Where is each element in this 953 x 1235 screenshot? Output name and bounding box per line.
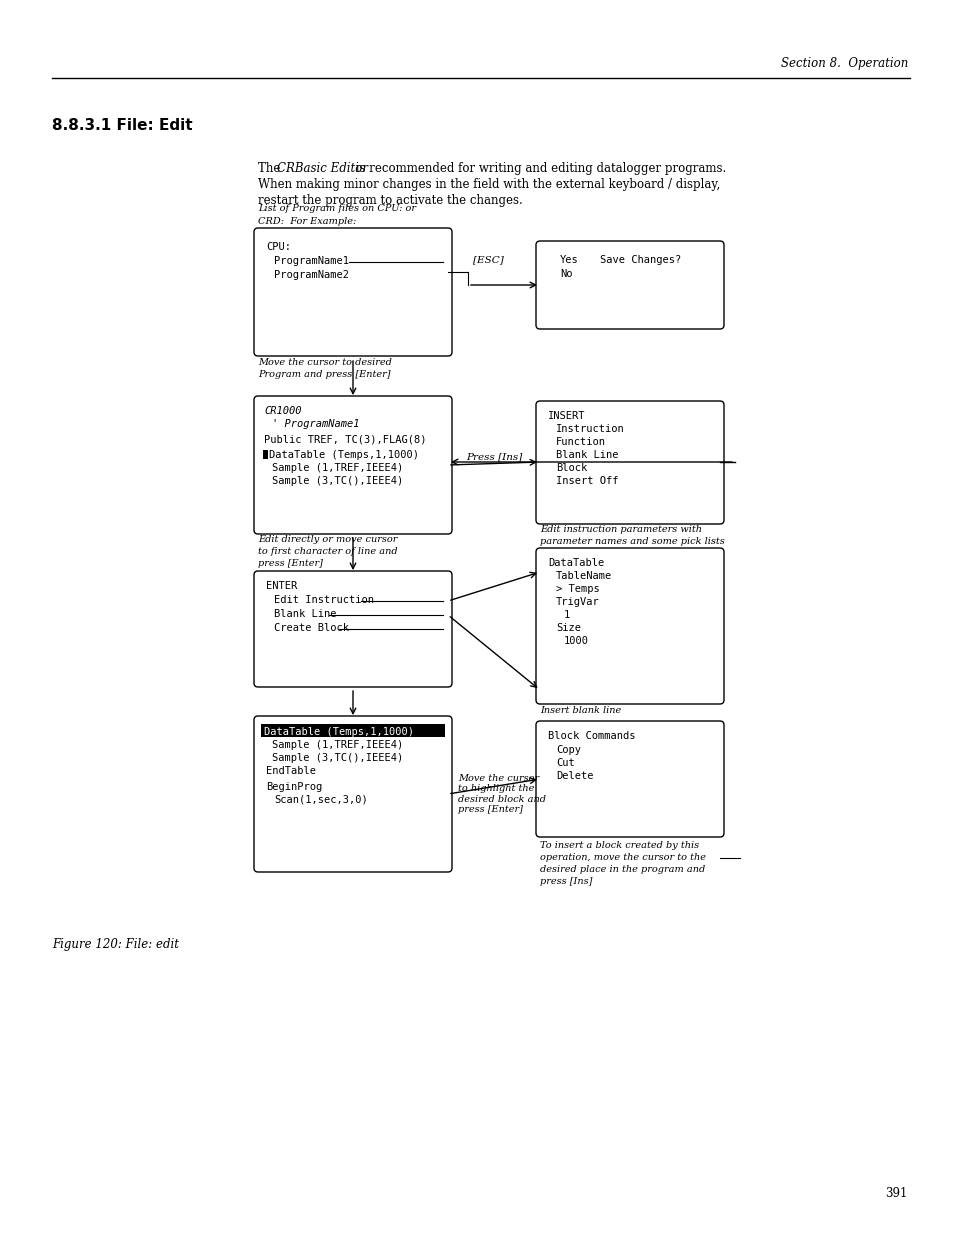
FancyBboxPatch shape (536, 241, 723, 329)
Text: Insert Off: Insert Off (556, 475, 618, 487)
Text: is recommended for writing and editing datalogger programs.: is recommended for writing and editing d… (352, 162, 725, 175)
FancyBboxPatch shape (253, 571, 452, 687)
Text: Copy: Copy (556, 745, 580, 755)
Text: BeginProg: BeginProg (266, 782, 322, 792)
Text: CPU:: CPU: (266, 242, 291, 252)
Text: Save Changes?: Save Changes? (599, 254, 680, 266)
Text: Block: Block (556, 463, 587, 473)
Text: Move the cursor
to highlight the
desired block and
press [Enter]: Move the cursor to highlight the desired… (457, 774, 545, 814)
Text: DataTable (Temps,1,1000): DataTable (Temps,1,1000) (269, 450, 418, 459)
Text: Sample (1,TREF,IEEE4): Sample (1,TREF,IEEE4) (272, 740, 403, 750)
Text: CRD:  For Example:: CRD: For Example: (257, 217, 355, 226)
Text: parameter names and some pick lists: parameter names and some pick lists (539, 537, 724, 546)
Text: 391: 391 (884, 1187, 907, 1200)
Text: press [Ins]: press [Ins] (539, 877, 592, 885)
Text: Section 8.  Operation: Section 8. Operation (780, 57, 907, 70)
Text: 8.8.3.1 File: Edit: 8.8.3.1 File: Edit (52, 119, 193, 133)
Text: When making minor changes in the field with the external keyboard / display,: When making minor changes in the field w… (257, 178, 720, 191)
Text: restart the program to activate the changes.: restart the program to activate the chan… (257, 194, 522, 207)
Text: 1000: 1000 (563, 636, 588, 646)
Text: Sample (3,TC(),IEEE4): Sample (3,TC(),IEEE4) (272, 753, 403, 763)
Text: To insert a block created by this: To insert a block created by this (539, 841, 699, 850)
Text: No: No (559, 269, 572, 279)
Text: TableName: TableName (556, 571, 612, 580)
Text: Edit instruction parameters with: Edit instruction parameters with (539, 525, 701, 534)
Text: Instruction: Instruction (556, 424, 624, 433)
Text: CRBasic Editor: CRBasic Editor (276, 162, 368, 175)
Text: 1: 1 (563, 610, 570, 620)
Text: Delete: Delete (556, 771, 593, 781)
Text: TrigVar: TrigVar (556, 597, 599, 606)
Text: ProgramName2: ProgramName2 (274, 270, 349, 280)
Text: INSERT: INSERT (547, 411, 585, 421)
Text: Size: Size (556, 622, 580, 634)
Text: Blank Line: Blank Line (556, 450, 618, 459)
Text: Public TREF, TC(3),FLAG(8): Public TREF, TC(3),FLAG(8) (264, 433, 426, 445)
Text: Program and press [Enter]: Program and press [Enter] (257, 370, 390, 379)
FancyBboxPatch shape (253, 716, 452, 872)
Text: Edit directly or move cursor: Edit directly or move cursor (257, 535, 397, 543)
Bar (263, 450, 268, 459)
Text: Yes: Yes (559, 254, 578, 266)
Text: operation, move the cursor to the: operation, move the cursor to the (539, 853, 705, 862)
Text: ENTER: ENTER (266, 580, 297, 592)
FancyBboxPatch shape (253, 228, 452, 356)
Text: Function: Function (556, 437, 605, 447)
Text: DataTable (Temps,1,1000): DataTable (Temps,1,1000) (264, 727, 414, 737)
FancyBboxPatch shape (536, 548, 723, 704)
Text: Press [Ins]: Press [Ins] (465, 452, 521, 461)
Text: Blank Line: Blank Line (274, 609, 336, 619)
Text: Create Block: Create Block (274, 622, 349, 634)
FancyBboxPatch shape (536, 721, 723, 837)
Text: press [Enter]: press [Enter] (257, 559, 322, 568)
Text: Edit Instruction: Edit Instruction (274, 595, 374, 605)
Text: [ESC]: [ESC] (473, 254, 503, 264)
Text: ' ProgramName1: ' ProgramName1 (272, 419, 359, 429)
Text: ProgramName1: ProgramName1 (274, 256, 349, 266)
Text: The: The (257, 162, 284, 175)
Text: Scan(1,sec,3,0): Scan(1,sec,3,0) (274, 795, 367, 805)
Text: DataTable: DataTable (547, 558, 603, 568)
Text: Figure 120: File: edit: Figure 120: File: edit (52, 939, 179, 951)
Text: Insert blank line: Insert blank line (539, 706, 620, 715)
Text: desired place in the program and: desired place in the program and (539, 864, 704, 874)
Text: Cut: Cut (556, 758, 574, 768)
Text: Move the cursor to desired: Move the cursor to desired (257, 358, 392, 367)
Text: Sample (3,TC(),IEEE4): Sample (3,TC(),IEEE4) (272, 475, 403, 487)
Text: EndTable: EndTable (266, 766, 315, 776)
Text: List of Program files on CPU: or: List of Program files on CPU: or (257, 204, 416, 212)
Bar (261, 724, 444, 737)
FancyBboxPatch shape (536, 401, 723, 524)
Text: to first character of line and: to first character of line and (257, 547, 397, 556)
FancyBboxPatch shape (253, 396, 452, 534)
Text: Sample (1,TREF,IEEE4): Sample (1,TREF,IEEE4) (272, 463, 403, 473)
Text: CR1000: CR1000 (264, 406, 301, 416)
Text: > Temps: > Temps (556, 584, 599, 594)
Text: Block Commands: Block Commands (547, 731, 635, 741)
